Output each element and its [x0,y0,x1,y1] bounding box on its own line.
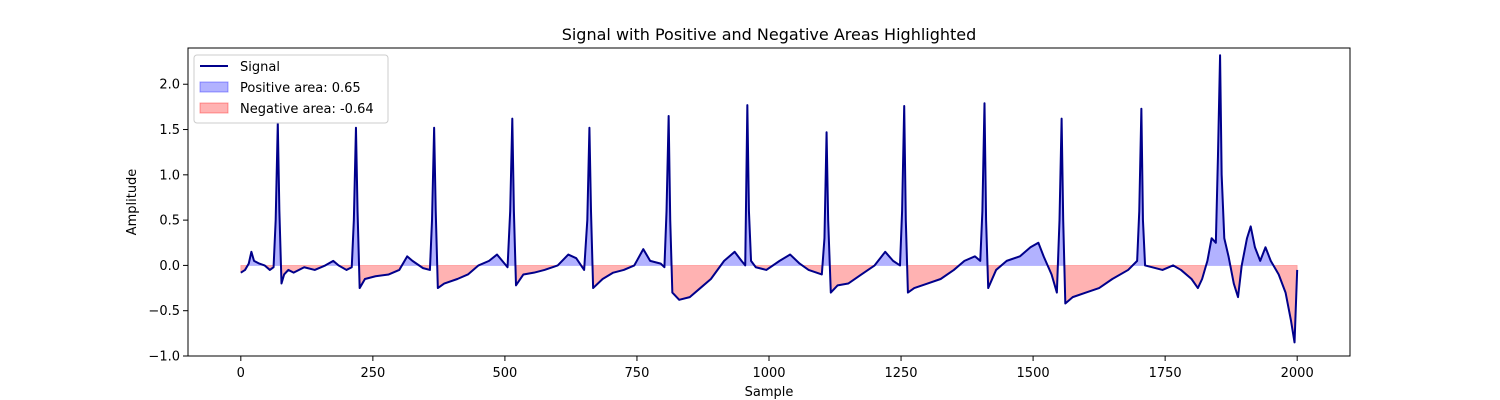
y-tick-label-0.5: 0.5 [159,214,180,229]
y-tick-label-2: 2.0 [159,78,180,93]
y-axis-label: Amplitude [125,169,140,236]
legend-negative-label: Negative area: -0.64 [240,102,374,117]
y-axis: −1.0 −0.5 0.0 0.5 1.0 1.5 2.0 [148,78,188,365]
x-tick-label-750: 750 [625,366,650,381]
x-axis: 0 250 500 750 1000 1250 1500 1750 2000 [237,356,1314,381]
x-axis-label: Sample [745,385,794,400]
legend: Signal Positive area: 0.65 Negative area… [193,54,389,124]
negative-area-24 [671,265,722,301]
legend-positive-label: Positive area: 0.65 [240,81,361,96]
plot-area [240,54,1299,344]
y-tick-label-0: 0.0 [159,259,180,274]
x-tick-label-2000: 2000 [1281,366,1314,381]
negative-area-8 [358,265,403,290]
x-tick-label-250: 250 [360,366,385,381]
signal-line [240,54,1299,344]
x-tick-label-1500: 1500 [1017,366,1050,381]
legend-box [193,54,389,124]
x-tick-label-500: 500 [492,366,517,381]
negative-area-38 [1063,265,1134,305]
x-tick-label-1000: 1000 [752,366,785,381]
y-tick-label--0.5: −0.5 [148,304,180,319]
legend-signal-label: Signal [240,60,280,75]
y-tick-label-1.5: 1.5 [159,123,180,138]
legend-positive-swatch [199,81,229,93]
legend-negative-swatch [199,102,229,114]
chart-title: Signal with Positive and Negative Areas … [562,25,977,44]
x-tick-label-0: 0 [237,366,245,381]
y-tick-label--1: −1.0 [148,350,180,365]
x-tick-label-1250: 1250 [884,366,917,381]
y-tick-label-1: 1.0 [159,168,180,183]
x-tick-label-1750: 1750 [1149,366,1182,381]
